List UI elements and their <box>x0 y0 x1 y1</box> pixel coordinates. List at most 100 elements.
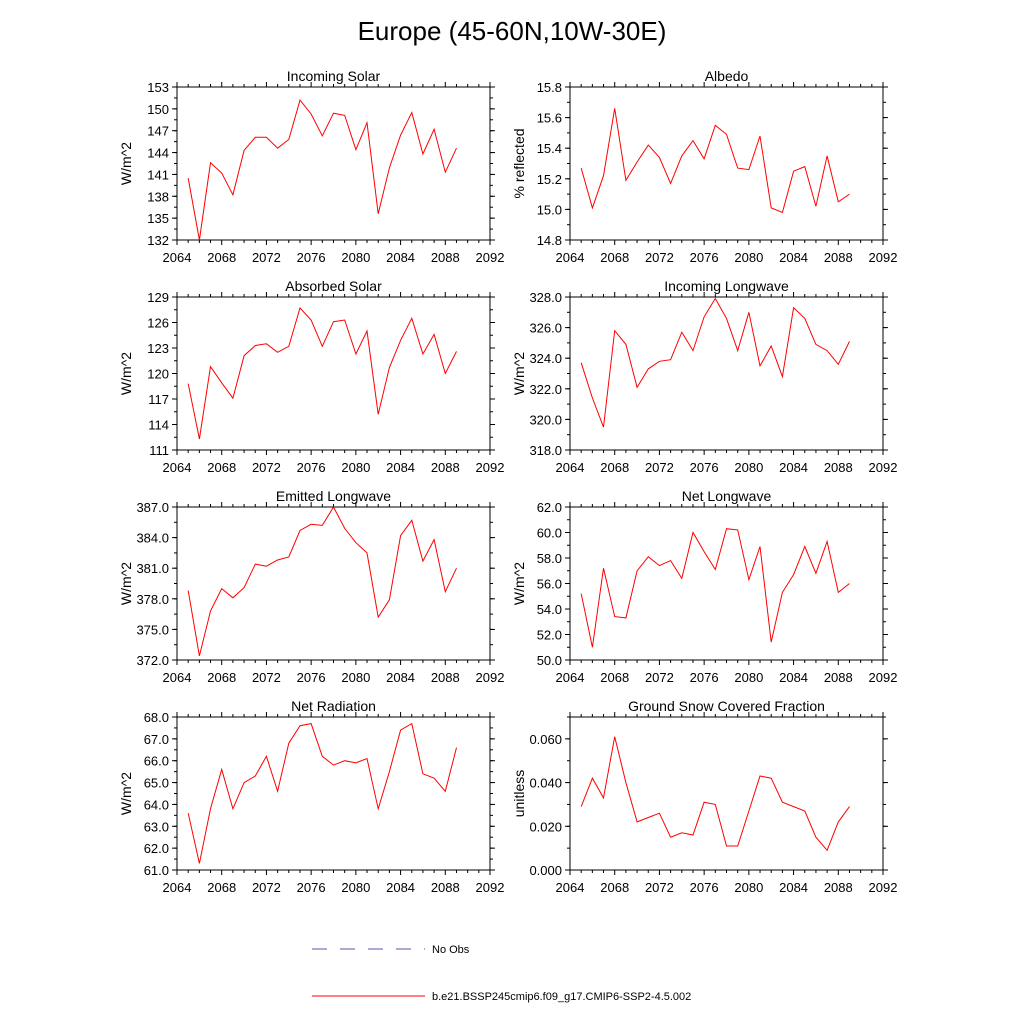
x-tick-label: 2068 <box>207 250 236 265</box>
x-tick-label: 2084 <box>779 250 808 265</box>
panel-title: Emitted Longwave <box>276 488 391 504</box>
x-tick-label: 2088 <box>431 250 460 265</box>
y-tick-label: 15.2 <box>537 172 562 187</box>
x-tick-label: 2076 <box>297 880 326 895</box>
legend-obs-label: No Obs <box>432 944 470 956</box>
y-tick-label: 144 <box>147 146 169 161</box>
y-tick-label: 135 <box>147 211 169 226</box>
x-tick-label: 2064 <box>556 250 585 265</box>
x-tick-label: 2068 <box>207 460 236 475</box>
x-tick-label: 2076 <box>690 250 719 265</box>
x-tick-label: 2076 <box>297 460 326 475</box>
y-tick-label: 328.0 <box>529 290 562 305</box>
panel-title: Net Longwave <box>682 488 772 504</box>
y-tick-label: 52.0 <box>537 628 562 643</box>
plot-frame <box>569 86 884 241</box>
x-tick-label: 2068 <box>600 460 629 475</box>
x-tick-label: 2072 <box>252 250 281 265</box>
x-tick-label: 2084 <box>386 460 415 475</box>
y-tick-label: 62.0 <box>144 841 169 856</box>
x-tick-label: 2084 <box>779 880 808 895</box>
y-tick-label: 65.0 <box>144 776 169 791</box>
y-tick-label: 56.0 <box>537 577 562 592</box>
y-tick-label: 62.0 <box>537 500 562 515</box>
y-axis-label: W/m^2 <box>118 772 134 815</box>
x-tick-label: 2064 <box>163 460 192 475</box>
y-tick-label: 67.0 <box>144 732 169 747</box>
x-tick-label: 2064 <box>163 670 192 685</box>
x-tick-label: 2084 <box>386 250 415 265</box>
x-tick-label: 2088 <box>431 460 460 475</box>
series-line <box>580 528 850 648</box>
y-tick-label: 138 <box>147 189 169 204</box>
series-line <box>580 108 850 214</box>
x-tick-label: 2068 <box>600 670 629 685</box>
x-tick-label: 2092 <box>869 670 898 685</box>
y-tick-label: 54.0 <box>537 602 562 617</box>
y-axis-label: W/m^2 <box>511 562 527 605</box>
y-tick-label: 126 <box>147 316 169 331</box>
x-tick-label: 2088 <box>824 670 853 685</box>
x-tick-label: 2064 <box>556 670 585 685</box>
y-tick-label: 147 <box>147 124 169 139</box>
x-tick-label: 2068 <box>207 880 236 895</box>
x-tick-label: 2080 <box>341 670 370 685</box>
x-tick-label: 2092 <box>869 880 898 895</box>
y-axis-label: unitless <box>511 770 527 817</box>
y-tick-label: 132 <box>147 233 169 248</box>
x-tick-label: 2072 <box>252 880 281 895</box>
series-line <box>187 722 457 864</box>
x-tick-label: 2068 <box>600 250 629 265</box>
y-tick-label: 384.0 <box>136 531 169 546</box>
x-tick-label: 2092 <box>476 460 505 475</box>
legend: No Obs b.e21.BSSP245cmip6.f09_g17.CMIP6-… <box>312 944 691 1003</box>
y-tick-label: 322.0 <box>529 382 562 397</box>
x-tick-label: 2080 <box>734 670 763 685</box>
y-tick-label: 141 <box>147 167 169 182</box>
panel-8: Ground Snow Covered Fraction unitless 2064… <box>511 698 897 895</box>
panel-6: Net Longwave W/m^2 2064 2068 2072 2076 2080 208… <box>511 488 897 685</box>
y-tick-label: 117 <box>148 392 169 407</box>
x-tick-label: 2076 <box>690 880 719 895</box>
y-tick-label: 381.0 <box>136 561 169 576</box>
x-tick-label: 2068 <box>600 880 629 895</box>
x-tick-label: 2076 <box>297 250 326 265</box>
panel-title: Net Radiation <box>291 698 376 714</box>
panel-1: Incoming Solar W/m^2 2064 2068 2072 2076 2080 2… <box>118 68 504 265</box>
x-tick-label: 2084 <box>779 460 808 475</box>
x-tick-label: 2084 <box>779 670 808 685</box>
x-tick-label: 2088 <box>824 460 853 475</box>
x-tick-label: 2072 <box>252 460 281 475</box>
x-tick-label: 2092 <box>476 670 505 685</box>
y-tick-label: 318.0 <box>529 443 562 458</box>
x-tick-label: 2064 <box>163 880 192 895</box>
y-tick-label: 15.8 <box>537 80 562 95</box>
panel-title: Incoming Longwave <box>664 278 789 294</box>
y-tick-label: 326.0 <box>529 321 562 336</box>
x-tick-label: 2084 <box>386 880 415 895</box>
y-tick-label: 15.6 <box>537 111 562 126</box>
y-tick-label: 111 <box>149 443 169 458</box>
y-tick-label: 372.0 <box>136 653 169 668</box>
y-axis-label: W/m^2 <box>118 142 134 185</box>
y-tick-label: 0.060 <box>529 732 562 747</box>
plot-frame <box>176 296 491 451</box>
x-tick-label: 2092 <box>476 880 505 895</box>
x-tick-label: 2080 <box>341 460 370 475</box>
x-tick-label: 2088 <box>824 880 853 895</box>
panel-4: Incoming Longwave W/m^2 2064 2068 2072 2076 20… <box>511 278 897 475</box>
x-tick-label: 2084 <box>386 670 415 685</box>
x-tick-label: 2080 <box>734 460 763 475</box>
y-tick-label: 120 <box>147 367 169 382</box>
y-axis-label: W/m^2 <box>118 562 134 605</box>
y-tick-label: 0.020 <box>529 819 562 834</box>
y-tick-label: 114 <box>148 418 169 433</box>
y-tick-label: 320.0 <box>529 412 562 427</box>
x-tick-label: 2080 <box>734 880 763 895</box>
x-tick-label: 2088 <box>431 880 460 895</box>
panel-title: Incoming Solar <box>287 68 381 84</box>
y-tick-label: 387.0 <box>136 500 169 515</box>
x-tick-label: 2088 <box>431 670 460 685</box>
chart-panels: Incoming Solar W/m^2 2064 2068 2072 2076 2080 2… <box>118 68 897 895</box>
